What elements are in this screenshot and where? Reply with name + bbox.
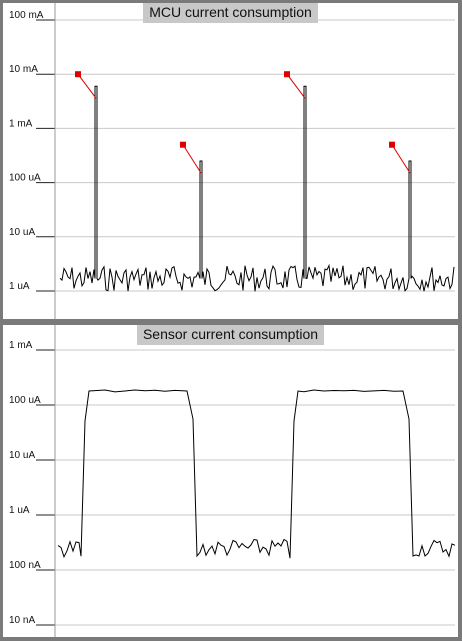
- sensor-tick-label: 10 nA: [9, 615, 35, 626]
- sensor-series-line: [57, 389, 456, 559]
- mcu-tick-label: 10 uA: [9, 227, 35, 238]
- sensor-chart-panel: 1 mA 100 uA 10 uA 1 uA 100 nA 10 nA Sensor cu…: [3, 325, 458, 637]
- mcu-tick-label: 100 uA: [9, 173, 41, 184]
- sensor-tick-label: 1 uA: [9, 505, 30, 516]
- sensor-tick-label: 1 mA: [9, 340, 33, 351]
- mcu-tick-label: 100 mA: [9, 10, 44, 21]
- mcu-tick-label: 10 mA: [9, 64, 38, 75]
- sensor-chart-svg: 1 mA 100 uA 10 uA 1 uA 100 nA 10 nA: [9, 325, 456, 637]
- mcu-tick-label: 1 mA: [9, 118, 33, 129]
- mcu-spike-leader: [391, 144, 411, 174]
- mcu-series-line: [59, 85, 455, 292]
- mcu-spike-marker: [389, 141, 395, 148]
- mcu-chart-svg: 100 mA 10 mA 1 mA 100 uA 10 uA 1 uA: [9, 3, 455, 319]
- mcu-spike-marker: [180, 141, 186, 148]
- mcu-spike-leader: [77, 73, 97, 99]
- mcu-spike-leader: [286, 73, 306, 99]
- mcu-spike-leader: [182, 144, 202, 174]
- mcu-spike-marker: [75, 71, 81, 78]
- mcu-tick-label: 1 uA: [9, 281, 30, 292]
- sensor-tick-label: 100 uA: [9, 395, 41, 406]
- sensor-tick-label: 100 nA: [9, 560, 41, 571]
- sensor-tick-label: 10 uA: [9, 450, 35, 461]
- mcu-spike-marker: [284, 71, 290, 78]
- mcu-chart-panel: 100 mA 10 mA 1 mA 100 uA 10 uA 1 uA MCU curre…: [3, 3, 458, 319]
